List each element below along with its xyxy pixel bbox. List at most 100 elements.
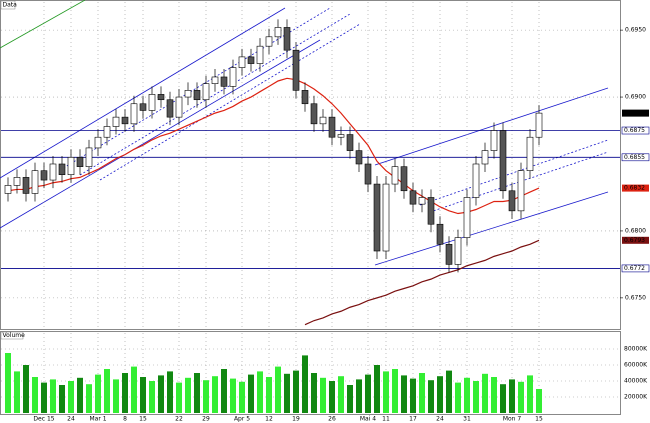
candle-body [508,190,516,212]
candle-body [328,116,336,138]
candle-body [121,116,129,125]
price-box-label: 0.6793 [624,237,645,244]
candle-body [409,190,417,205]
volume-bar [536,389,542,413]
volume-title: Volume [3,332,26,339]
v-tick-label: 60000K [624,362,648,369]
candle-body [517,170,525,212]
candle-body [4,185,12,194]
volume-bar [419,373,425,413]
volume-bar [410,378,416,413]
candle-body [364,163,372,185]
candle-body [499,130,507,192]
x-tick-label: 8 [123,416,127,423]
volume-bar [59,385,65,413]
y-tick-label: 0.6950 [625,27,646,34]
volume-bar [257,371,263,413]
candle-body [283,27,291,51]
channel-line [99,23,361,181]
candle-body [85,147,93,167]
volume-bar [113,379,119,413]
candle-body [445,244,453,265]
candle-body [400,166,408,192]
x-tick-label: 24 [436,416,444,423]
candle-body [112,116,120,127]
price-box [622,184,649,192]
candle-body [265,36,273,47]
volume-bar [365,374,371,413]
candle-body [157,94,165,101]
volume-bar [140,377,146,413]
candle-body [427,197,435,225]
channel-line [374,87,609,166]
volume-bar [329,381,335,413]
candle-body [481,150,489,165]
candle-body [310,103,318,125]
x-tick-label: 12 [265,416,273,423]
candle-body [292,49,300,91]
volume-bar [428,380,434,413]
x-tick-label: 11 [382,416,390,423]
x-tick-label: 15 [139,416,147,423]
candle-body [31,170,39,194]
volume-bar [104,369,110,413]
price-box [622,236,649,244]
volume-bar [95,374,101,413]
channel-line [374,191,609,266]
volume-bar [77,377,83,413]
candle-body [103,126,111,138]
volume-bar [284,373,290,413]
price-box [622,109,649,117]
moving-average [7,77,540,215]
level-box [621,153,650,162]
price-box-label: 0.6832 [624,185,645,192]
volume-bar [167,371,173,413]
y-tick-label: 0.6900 [625,94,646,101]
candle-body [139,103,147,111]
candle-body [229,67,237,87]
volume-bar [41,382,47,413]
volume-bar [86,384,92,413]
volume-bar [455,382,461,413]
volume-bar [14,371,20,413]
candle-body [58,163,66,176]
candle-body [67,156,75,176]
volume-bar [68,381,74,413]
v-tick-label: 20000K [624,394,648,401]
candle-body [184,90,192,98]
candle-body [193,90,201,101]
volume-bar [185,377,191,413]
candle-body [526,136,534,171]
volume-bar [347,385,353,413]
volume-bar [518,381,524,413]
candle-body [337,134,345,138]
candle-body [175,96,183,118]
candle-body [355,150,363,165]
channel-line [419,139,609,206]
candle-body [418,197,426,205]
volume-bar [437,376,443,413]
volume-bar [392,369,398,413]
candle-body [490,130,498,151]
volume-bar [500,384,506,413]
v-tick-label: 40000K [624,378,648,385]
volume-bar [527,375,533,413]
volume-bar [5,353,11,413]
moving-average [304,239,540,326]
volume-bar [473,381,479,413]
candle-body [238,56,246,68]
volume-bar [374,365,380,413]
volume-bar [23,365,29,413]
volume-bar [131,366,137,413]
candle-body [130,103,138,125]
volume-bar [149,381,155,413]
level-box [621,126,650,135]
candle-body [274,27,282,38]
candle-body [436,223,444,245]
candle-body [22,177,30,194]
candle-body [346,134,354,151]
candle-body [220,76,228,87]
channel-lines [0,0,609,266]
volume-bar [158,375,164,413]
candle-body [373,183,381,252]
